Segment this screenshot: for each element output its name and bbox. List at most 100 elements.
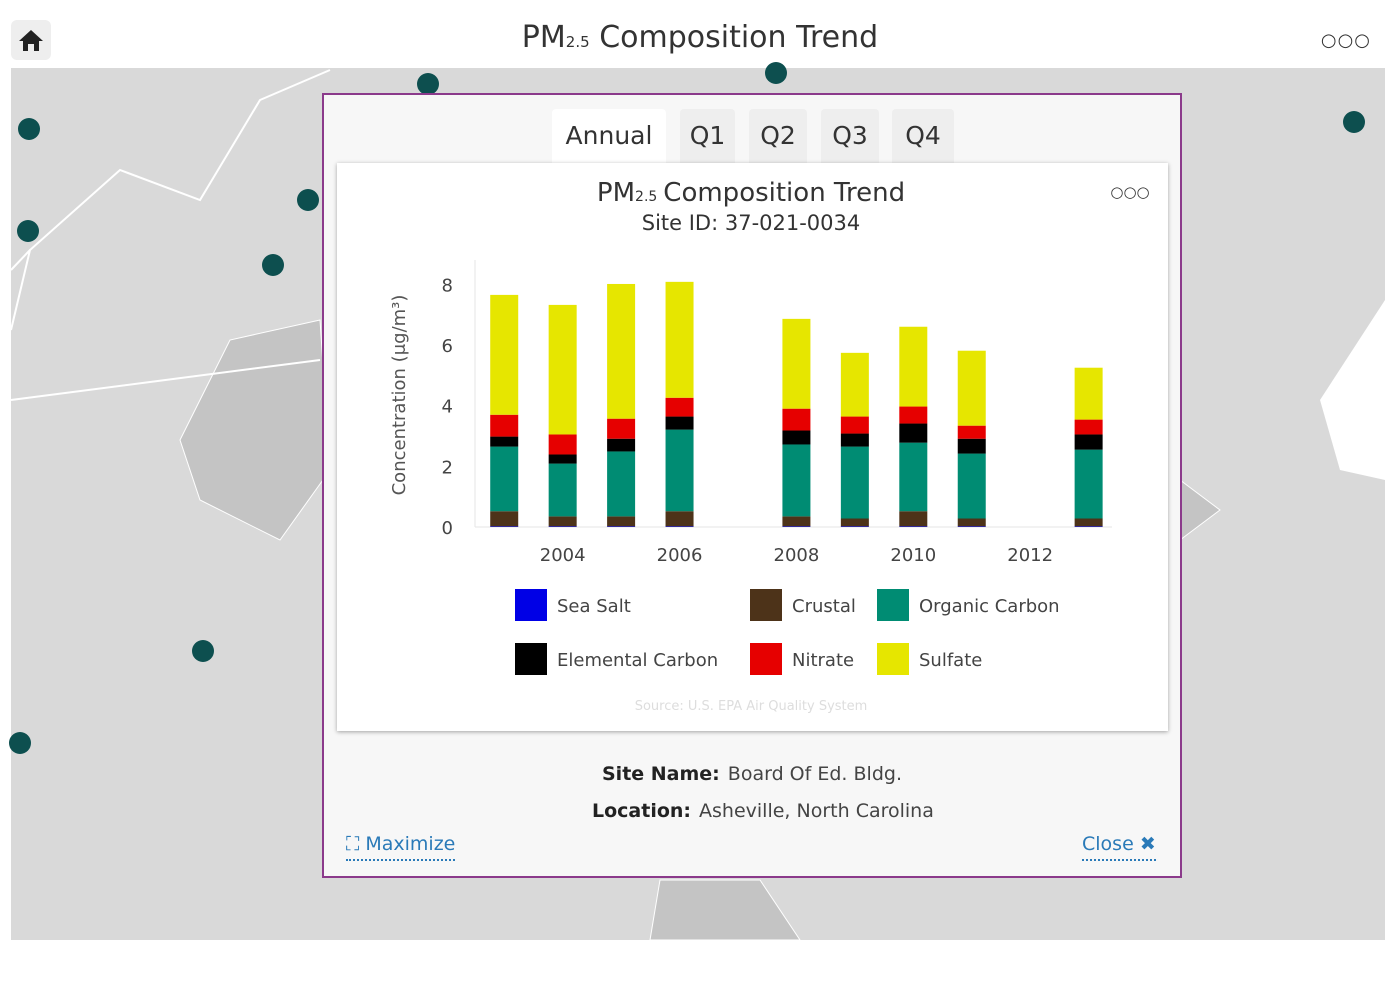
chart-title: PM2.5 Composition Trend: [597, 178, 905, 208]
bar-segment: [548, 526, 577, 527]
y-tick-label: 8: [442, 275, 453, 296]
legend-swatch: [515, 643, 547, 675]
home-icon: [19, 30, 43, 51]
bar-segment: [665, 511, 694, 527]
bar-segment: [782, 526, 811, 527]
bar-segment: [957, 453, 986, 519]
bar-segment: [490, 446, 519, 512]
site-location: Location: Asheville, North Carolina: [592, 800, 934, 822]
bar-segment: [899, 526, 928, 527]
bar-segment: [899, 423, 928, 443]
menu-button[interactable]: ○○○: [1320, 30, 1371, 51]
label: Site Name:: [602, 763, 720, 785]
bar-segment: [840, 446, 869, 519]
bar-segment: [607, 418, 636, 439]
bar-segment: [548, 454, 577, 464]
link-text: Maximize: [365, 833, 456, 855]
bar-segment: [840, 416, 869, 434]
legend-label: Crustal: [792, 596, 856, 617]
y-tick-label: 4: [442, 397, 453, 418]
bar-segment: [782, 430, 811, 445]
legend-label: Sea Salt: [557, 596, 631, 617]
x-tick-label: 2012: [1007, 545, 1053, 566]
chart-subtitle: Site ID: 37-021-0034: [642, 211, 861, 235]
x-tick-label: 2004: [540, 545, 586, 566]
bar-segment: [899, 442, 928, 512]
legend-label: Nitrate: [792, 650, 854, 671]
bar-segment: [782, 516, 811, 527]
legend-swatch: [877, 643, 909, 675]
bar-segment: [490, 511, 519, 527]
legend-swatch: [750, 643, 782, 675]
bar-segment: [957, 526, 986, 527]
legend-label: Elemental Carbon: [557, 650, 718, 671]
bar-segment: [548, 304, 577, 435]
bar-segment: [665, 526, 694, 527]
legend-swatch: [515, 589, 547, 621]
legend-swatch: [750, 589, 782, 621]
bar-segment: [1074, 526, 1103, 527]
maximize-link[interactable]: ⛶ Maximize: [346, 833, 456, 861]
x-tick-label: 2008: [774, 545, 820, 566]
bar-segment: [490, 436, 519, 447]
bar-segment: [1074, 449, 1103, 519]
bar-segment: [665, 281, 694, 398]
legend-label: Organic Carbon: [919, 596, 1060, 617]
bar-segment: [957, 425, 986, 439]
bar-segment: [840, 518, 869, 527]
value: Board Of Ed. Bldg.: [727, 763, 902, 785]
title-sub: 2.5: [565, 33, 590, 51]
chart-card: PM2.5 Composition Trend Site ID: 37-021-0…: [337, 163, 1168, 731]
tab[interactable]: Q2: [749, 109, 807, 163]
label: Location:: [592, 800, 692, 822]
x-tick-label: 2010: [890, 545, 936, 566]
y-tick-label: 6: [442, 336, 453, 357]
title-part: PM: [597, 178, 635, 208]
bar-segment: [782, 444, 811, 517]
bar-segment: [1074, 518, 1103, 527]
bar-segment: [490, 414, 519, 437]
tab[interactable]: Q3: [821, 109, 879, 163]
bar-segment: [1074, 434, 1103, 450]
bar-segment: [840, 526, 869, 527]
bar-segment: [548, 434, 577, 455]
bar-segment: [957, 350, 986, 426]
bar-segment: [607, 526, 636, 527]
x-tick-label: 2006: [657, 545, 703, 566]
bar-segment: [957, 438, 986, 454]
site-name: Site Name: Board Of Ed. Bldg.: [324, 763, 1180, 785]
bar-segment: [665, 429, 694, 512]
bar-segment: [957, 518, 986, 527]
bar-segment: [840, 352, 869, 417]
tab[interactable]: Q1: [680, 109, 735, 163]
y-axis-label: Concentration (μg/m³): [389, 295, 410, 496]
legend-swatch: [877, 589, 909, 621]
chart: PM2.5 Composition Trend Site ID: 37-021-0…: [389, 178, 1150, 714]
bar-segment: [1074, 367, 1103, 420]
bar-segment: [782, 318, 811, 409]
bar-segment: [607, 283, 636, 419]
title-sub: 2.5: [635, 189, 657, 205]
legend-label: Sulfate: [919, 650, 982, 671]
source: Source: U.S. EPA Air Quality System: [635, 699, 868, 714]
tab[interactable]: Annual: [552, 109, 666, 163]
bar-segment: [490, 294, 519, 415]
bar-segment: [899, 406, 928, 424]
bar-segment: [899, 511, 928, 527]
y-tick-label: 0: [442, 518, 453, 539]
chart-menu[interactable]: ○○○: [1110, 183, 1149, 201]
close-link[interactable]: Close ✖: [1082, 833, 1156, 861]
bar-segment: [665, 397, 694, 417]
bar-segment: [1074, 419, 1103, 435]
value: Asheville, North Carolina: [699, 800, 934, 822]
link-text: Close: [1082, 833, 1134, 855]
y-tick-label: 2: [442, 457, 453, 478]
bar-segment: [665, 416, 694, 430]
home-button[interactable]: [11, 20, 51, 60]
bar-segment: [490, 526, 519, 527]
title-part: Composition Trend: [663, 178, 905, 208]
bar-segment: [548, 463, 577, 517]
bar-segment: [607, 451, 636, 517]
tab[interactable]: Q4: [892, 109, 954, 163]
